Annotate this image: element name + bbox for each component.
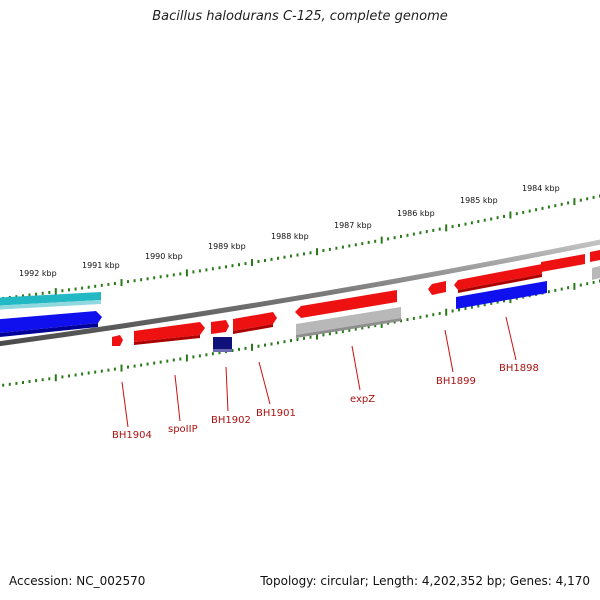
forward-gene-shade xyxy=(134,335,200,345)
forward-gene[interactable] xyxy=(211,320,229,334)
highlight-gene-shade xyxy=(213,349,232,352)
other-feature[interactable] xyxy=(296,307,401,335)
other-feature-shade xyxy=(296,318,401,338)
forward-gene[interactable] xyxy=(295,290,397,318)
gene-label-bh1898[interactable]: BH1898 xyxy=(499,363,539,374)
gene-label-expz[interactable]: expZ xyxy=(350,394,375,405)
kbp-label: 1989 kbp xyxy=(208,242,246,251)
gene-label-bh1901[interactable]: BH1901 xyxy=(256,408,296,419)
kbp-label: 1992 kbp xyxy=(19,269,57,278)
accession-text: Accession: NC_002570 xyxy=(9,574,146,588)
rna-feature-shade xyxy=(0,300,101,310)
gene-label-bh1904[interactable]: BH1904 xyxy=(112,430,152,441)
gene-label-spoiip[interactable]: spoIIP xyxy=(168,424,198,435)
kbp-label: 1985 kbp xyxy=(460,196,498,205)
kbp-label: 1988 kbp xyxy=(271,232,309,241)
kbp-label: 1990 kbp xyxy=(145,252,183,261)
forward-gene[interactable] xyxy=(112,335,123,346)
outer-lane-features xyxy=(0,250,600,310)
gene-labels: BH1898 BH1899 expZ BH1901 BH1902 spoIIP … xyxy=(112,363,539,441)
reverse-gene[interactable] xyxy=(0,311,102,334)
gene-label-bh1902[interactable]: BH1902 xyxy=(211,415,251,426)
kbp-label: 1991 kbp xyxy=(82,261,120,270)
forward-gene[interactable] xyxy=(233,312,277,331)
forward-gene[interactable] xyxy=(454,264,542,290)
forward-gene-shade xyxy=(458,274,542,293)
outer-kbp-scale xyxy=(2,194,600,300)
genome-summary-text: Topology: circular; Length: 4,202,352 bp… xyxy=(260,574,590,588)
other-feature[interactable] xyxy=(592,266,600,280)
kbp-label: 1987 kbp xyxy=(334,221,372,230)
kbp-label: 1984 kbp xyxy=(522,184,560,193)
reverse-gene-shade xyxy=(0,323,98,337)
forward-gene[interactable] xyxy=(428,281,446,295)
forward-gene[interactable] xyxy=(134,322,205,342)
gene-label-leaders xyxy=(121,316,517,428)
forward-gene[interactable] xyxy=(590,250,600,262)
genome-title: Bacillus halodurans C-125, complete geno… xyxy=(152,9,448,24)
rna-feature[interactable] xyxy=(0,292,101,306)
highlight-gene[interactable] xyxy=(213,337,232,349)
kbp-labels: 1984 kbp 1985 kbp 1986 kbp 1987 kbp 1988… xyxy=(19,184,560,278)
genome-backbone xyxy=(0,239,600,347)
gene-features xyxy=(0,264,547,352)
forward-gene-shade xyxy=(233,324,273,334)
kbp-label: 1986 kbp xyxy=(397,209,435,218)
reverse-gene[interactable] xyxy=(456,281,547,309)
forward-gene[interactable] xyxy=(541,254,585,272)
gene-label-bh1899[interactable]: BH1899 xyxy=(436,376,476,387)
